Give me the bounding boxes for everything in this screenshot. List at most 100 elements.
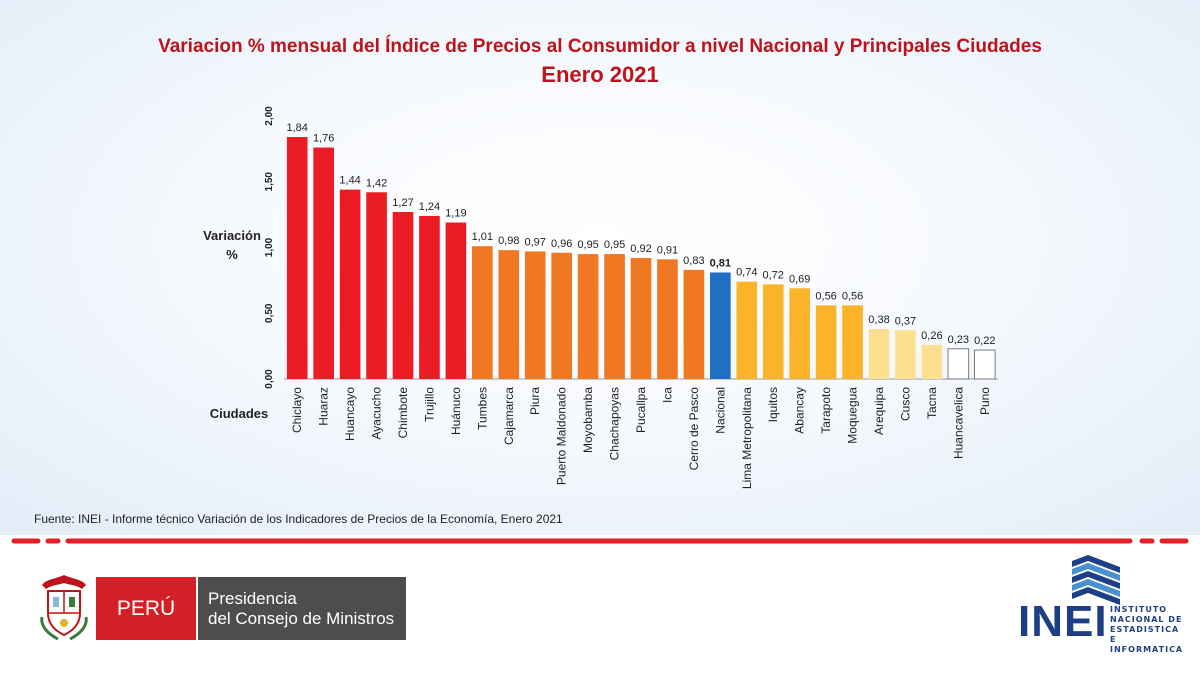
bar-pucallpa [630, 258, 652, 379]
inei-wordmark: INEI [1018, 597, 1108, 646]
bar-chiclayo [286, 137, 308, 379]
chart-title: Variacion % mensual del Índice de Precio… [158, 36, 1042, 57]
x-tick-label: Nacional [713, 387, 727, 434]
x-tick-label: Huaraz [317, 387, 331, 426]
x-axis-label: Ciudades [210, 406, 269, 421]
coat-of-arms-icon [40, 575, 88, 641]
bar-puerto-maldonado [551, 252, 572, 379]
bar-puno [973, 349, 996, 380]
data-label: 0,56 [815, 290, 836, 302]
bar-tumbes [472, 246, 493, 379]
bar-cajamarca [498, 250, 520, 379]
data-label: 0,23 [948, 334, 969, 346]
bar-moquegua [842, 305, 863, 379]
pcm-line-1: Presidencia [208, 589, 297, 608]
y-tick-label: 2,00 [264, 106, 275, 126]
x-tick-label: Abancay [793, 387, 807, 434]
x-tick-label: Huancavelica [951, 387, 965, 459]
data-label: 0,92 [630, 243, 651, 255]
data-label: 1,76 [313, 133, 334, 145]
x-tick-label: Chimbote [396, 387, 410, 439]
bar-iquitos [762, 284, 784, 379]
x-tick-label: Tarapoto [819, 387, 833, 434]
data-label: 0,97 [525, 236, 546, 248]
data-label: 0,22 [974, 335, 995, 347]
peru-label: PERÚ [96, 577, 196, 640]
inei-sub-line: INFORMATICA [1110, 645, 1184, 654]
y-axis-label: % [226, 247, 238, 262]
data-label: 0,74 [736, 267, 757, 279]
inei-logo: INEI INSTITUTO NACIONAL DE ESTADISTICA E… [1010, 553, 1182, 654]
data-label: 0,26 [921, 330, 942, 342]
x-tick-label: Puerto Maldonado [555, 387, 569, 485]
inei-sub-line: ESTADISTICA E [1110, 625, 1180, 644]
data-label: 1,01 [472, 231, 493, 243]
data-label: 0,98 [498, 235, 519, 247]
data-label: 0,81 [710, 257, 731, 269]
x-tick-label: Moquegua [846, 387, 860, 444]
bar-lima-metropolitana [736, 281, 758, 379]
bar-huancayo [339, 189, 361, 379]
data-label: 0,96 [551, 238, 572, 250]
pcm-line-2: del Consejo de Ministros [208, 609, 395, 628]
inei-sub-line: NACIONAL DE [1110, 615, 1183, 624]
bar-cusco [895, 330, 916, 379]
bar-moyobamba [577, 254, 599, 379]
x-tick-label: Cajamarca [502, 387, 516, 445]
x-tick-label: Cerro de Pasco [687, 387, 701, 471]
x-tick-label: Chiclayo [290, 387, 304, 433]
data-label: 0,72 [763, 269, 784, 281]
data-label: 0,91 [657, 244, 678, 256]
bar-cerro-de-pasco [683, 269, 705, 379]
bar-huancavelica [947, 348, 970, 380]
x-tick-label: Piura [528, 387, 542, 415]
pcm-label: Presidencia del Consejo de Ministros [198, 577, 406, 640]
x-tick-label: Lima Metropolitana [740, 387, 754, 489]
x-tick-label: Chachapoyas [608, 387, 622, 460]
x-tick-label: Ayacucho [370, 387, 384, 440]
inei-building-icon [1072, 555, 1120, 605]
data-label: 1,42 [366, 177, 387, 189]
data-label: 1,24 [419, 201, 440, 213]
data-label: 0,95 [604, 239, 625, 251]
inei-sub-line: INSTITUTO [1110, 605, 1168, 614]
y-tick-label: 1,50 [264, 172, 275, 192]
bar-chimbote [392, 211, 414, 379]
y-tick-label: 0,00 [264, 369, 275, 389]
bar-huánuco [445, 222, 467, 379]
data-label: 1,84 [287, 122, 308, 134]
x-tick-label: Tacna [925, 387, 939, 419]
bar-piura [524, 251, 546, 379]
x-tick-label: Trujillo [422, 387, 436, 422]
data-label: 0,83 [683, 255, 704, 267]
x-tick-label: Moyobamba [581, 387, 595, 453]
bar-ica [657, 259, 678, 379]
x-tick-label: Huánuco [449, 387, 463, 435]
data-label: 0,95 [577, 239, 598, 251]
data-label: 1,19 [445, 208, 466, 220]
x-tick-label: Iquitos [766, 387, 780, 422]
y-tick-label: 1,00 [264, 237, 275, 257]
bar-ayacucho [366, 192, 387, 379]
data-label: 0,38 [868, 314, 889, 326]
bar-chart: 0,00 0,50 1,00 1,50 2,00 Variación% Ciudades 1,… [203, 106, 998, 489]
data-label: 1,44 [339, 175, 360, 187]
red-divider [11, 538, 1189, 544]
x-tick-label: Huancayo [343, 387, 357, 441]
data-label: 0,37 [895, 315, 916, 327]
bar-abancay [789, 288, 810, 379]
x-tick-label: Pucallpa [634, 387, 648, 433]
source-note: Fuente: INEI - Informe técnico Variación… [34, 512, 563, 526]
bar-huaraz [313, 147, 334, 379]
bar-tarapoto [815, 305, 837, 379]
bar-trujillo [419, 215, 440, 379]
x-tick-label: Puno [978, 387, 992, 415]
bar-nacional [710, 272, 731, 379]
data-label: 1,27 [392, 197, 413, 209]
chart-subtitle: Enero 2021 [541, 62, 659, 87]
chart-panel [0, 0, 1200, 535]
x-tick-label: Ica [660, 387, 674, 403]
peru-pcm-logo: PERÚ Presidencia del Consejo de Ministro… [36, 573, 406, 641]
x-tick-label: Tumbes [475, 387, 489, 430]
x-tick-label: Arequipa [872, 387, 886, 435]
